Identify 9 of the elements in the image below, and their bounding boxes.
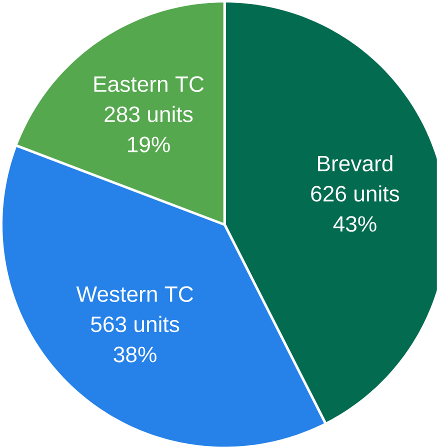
slice-label: Brevard xyxy=(318,155,392,172)
slice-label: Eastern TC xyxy=(94,76,204,92)
text: 38% xyxy=(114,346,156,362)
data-label: 626 units xyxy=(311,185,400,202)
data-label: 563 units xyxy=(91,316,180,332)
text: 19% xyxy=(128,136,170,152)
slice-label: Western TC xyxy=(76,286,194,302)
data-label: 283 units xyxy=(104,106,193,122)
text: 43% xyxy=(333,216,376,232)
